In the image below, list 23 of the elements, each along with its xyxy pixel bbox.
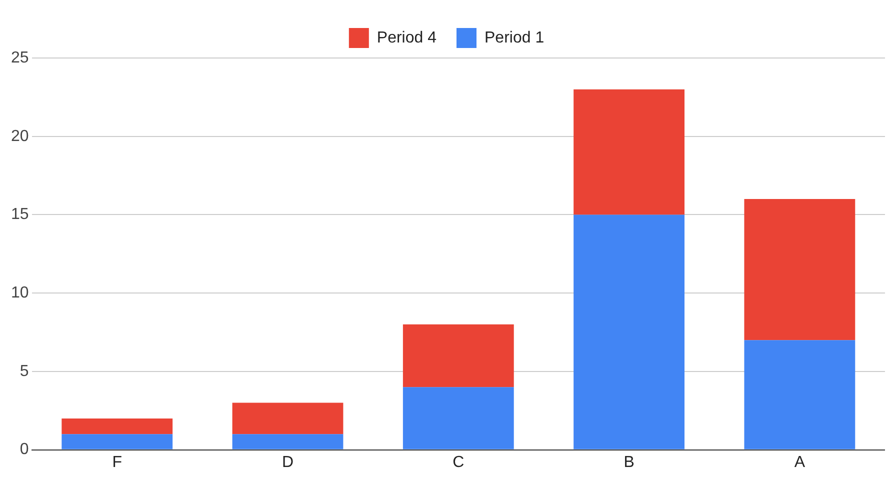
y-tick-label: 10 (11, 284, 29, 302)
y-tick-label: 15 (11, 206, 29, 224)
x-tick-label: D (282, 454, 294, 471)
legend-label: Period 1 (484, 29, 544, 46)
y-tick-label: 0 (20, 441, 29, 458)
x-tick-label: A (794, 454, 806, 471)
y-tick-label: 20 (11, 128, 29, 145)
bar (62, 418, 173, 434)
x-tick-label: F (112, 454, 122, 471)
y-tick-label: 25 (11, 49, 29, 66)
bar (744, 340, 856, 450)
bar (62, 434, 173, 450)
bar (402, 324, 514, 388)
y-tick-label: 5 (20, 362, 29, 380)
bar (574, 214, 684, 450)
bar (232, 402, 344, 434)
x-tick-label: C (452, 454, 464, 471)
bar (744, 199, 856, 340)
bar (402, 387, 514, 450)
bar (232, 434, 344, 450)
x-tick-label: B (624, 454, 634, 471)
legend-label: Period 4 (376, 29, 437, 46)
bar (574, 89, 684, 215)
